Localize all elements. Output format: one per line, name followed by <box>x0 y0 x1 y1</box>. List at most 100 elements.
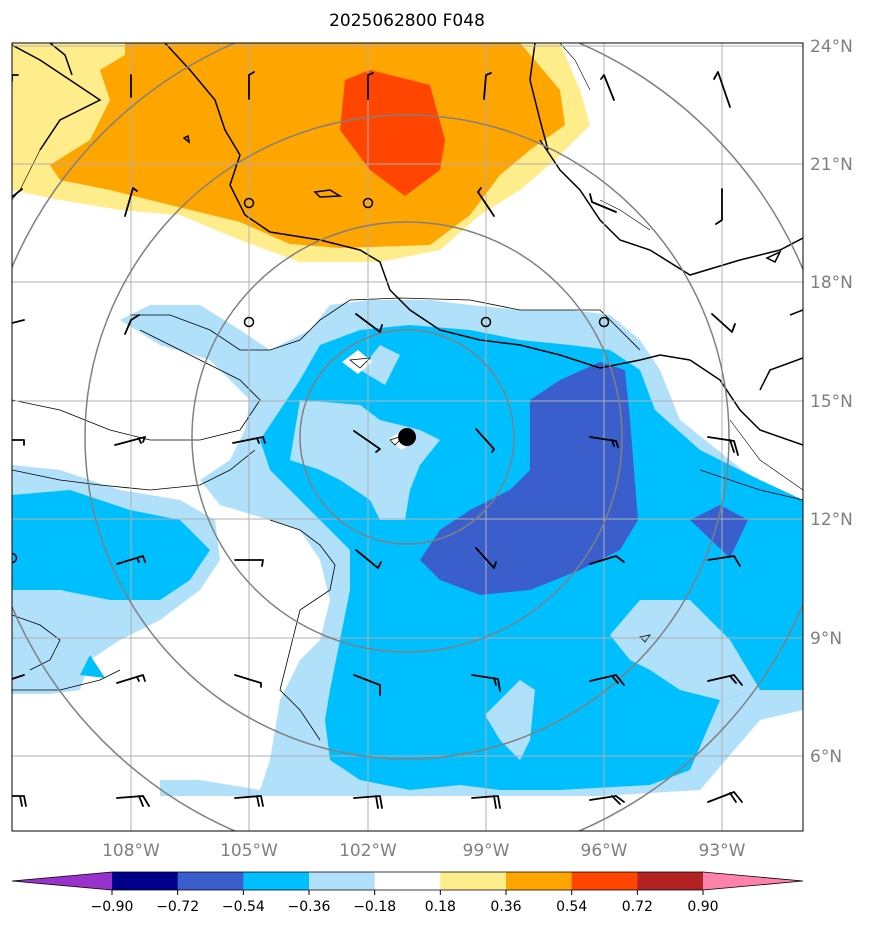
colorbar-ticks <box>111 890 704 895</box>
colorbar-segment <box>309 872 376 890</box>
colorbar-segment <box>177 872 244 890</box>
lat-label: 9°N <box>810 629 842 649</box>
colorbar-tick-label: −0.90 <box>91 899 134 915</box>
wind-barb <box>114 436 146 446</box>
contour-fill-royal-blue-east <box>690 505 748 558</box>
wind-barb <box>475 547 497 569</box>
lon-label: 105°W <box>220 841 278 861</box>
map-frame <box>11 42 804 832</box>
lat-label: 24°N <box>810 37 853 57</box>
wind-barb <box>248 71 255 100</box>
colorbar-tick-label: 0.72 <box>622 899 653 915</box>
colorbar-segment <box>243 872 310 890</box>
colorbar-segment <box>374 872 441 890</box>
wind-barb <box>12 319 25 324</box>
wind-barb <box>715 188 723 225</box>
lat-label: 6°N <box>810 747 842 767</box>
wind-barb <box>12 188 23 198</box>
range-rings <box>12 43 803 831</box>
wind-barb <box>12 674 25 680</box>
wind-barb <box>12 795 27 807</box>
wind-barb <box>589 555 625 565</box>
wind-barb <box>116 795 150 807</box>
colorbar-tick-label: −0.54 <box>222 899 265 915</box>
calm-wind-markers <box>12 197 610 564</box>
wind-barb <box>355 549 382 569</box>
lat-label: 12°N <box>810 510 853 530</box>
wind-barb <box>234 559 264 567</box>
wind-barb <box>116 555 146 565</box>
storm-center-dot-icon <box>398 428 416 446</box>
latitude-labels: 24°N 21°N 18°N 15°N 12°N 9°N 6°N <box>810 37 853 767</box>
colorbar-segment <box>571 872 638 890</box>
wind-barb <box>116 674 146 684</box>
wind-barbs <box>12 71 743 809</box>
colorbar-labels: −0.90 −0.72 −0.54 −0.36 −0.18 0.18 0.36 0.54 0.7… <box>91 899 719 915</box>
wind-barb <box>353 795 383 809</box>
wind-barb <box>707 791 743 803</box>
wind-barb <box>353 430 381 453</box>
colorbar-extend-min <box>12 872 112 890</box>
wind-barb <box>477 187 495 217</box>
colorbar-tick-label: −0.72 <box>156 899 199 915</box>
wind-barb <box>234 674 262 688</box>
colorbar-segment <box>112 872 179 890</box>
lat-label: 15°N <box>810 392 853 412</box>
wind-barb <box>589 795 625 805</box>
contour-fill-light-blue-south <box>485 680 535 760</box>
wind-barb <box>707 674 743 686</box>
wind-barb <box>355 313 383 333</box>
contour-fill-sky-blue-west <box>12 490 210 600</box>
wind-barb <box>707 436 739 456</box>
wind-barb <box>713 71 731 108</box>
map-title: 2025062800 F048 <box>329 11 485 31</box>
wind-barb <box>234 795 264 807</box>
wind-barb <box>12 439 25 446</box>
wind-barb <box>589 436 619 448</box>
colorbar-segments <box>11 871 804 891</box>
colorbar-tick-label: −0.18 <box>353 899 396 915</box>
lon-label: 102°W <box>339 841 397 861</box>
wind-barb <box>232 436 266 444</box>
colorbar-tick-label: 0.90 <box>687 899 718 915</box>
coastlines <box>12 43 803 446</box>
wind-barb <box>367 72 374 100</box>
wind-barb <box>471 674 501 692</box>
wind-barb <box>12 74 19 82</box>
colorbar-segment <box>506 872 573 890</box>
colorbar-segment <box>637 872 704 890</box>
wind-barb <box>711 313 736 333</box>
colorbar-tick-label: 0.18 <box>425 899 456 915</box>
contour-fill-sky-blue-patch <box>80 655 105 678</box>
colorbar-extend-max <box>703 872 803 890</box>
contour-lines <box>12 297 803 741</box>
wind-barb <box>707 555 741 567</box>
wind-barb <box>475 428 495 453</box>
contour-fill-light-blue-inner <box>360 345 400 385</box>
wind-barb <box>353 674 381 696</box>
map-area <box>12 43 803 831</box>
lon-label: 108°W <box>102 841 160 861</box>
wind-barb <box>471 795 501 809</box>
contour-fill-orange <box>50 43 565 248</box>
lon-label: 93°W <box>699 841 746 861</box>
lon-label: 96°W <box>581 841 628 861</box>
gridlines <box>12 43 803 831</box>
contour-fill-white-islet-2 <box>342 350 372 374</box>
wind-barb <box>483 72 492 100</box>
lon-label: 99°W <box>463 841 510 861</box>
lat-label: 21°N <box>810 155 853 175</box>
lat-label: 18°N <box>810 273 853 293</box>
colorbar: −0.90 −0.72 −0.54 −0.36 −0.18 0.18 0.36 0.54 0.7… <box>11 871 804 915</box>
contour-fill-royal-blue <box>420 362 638 595</box>
colorbar-tick-label: 0.36 <box>490 899 521 915</box>
wind-barb <box>589 674 625 686</box>
wind-barb <box>600 74 615 101</box>
colorbar-segment <box>440 872 507 890</box>
wind-barb <box>124 187 138 217</box>
longitude-labels: 108°W 105°W 102°W 99°W 96°W 93°W <box>102 841 746 861</box>
colorbar-tick-label: −0.36 <box>288 899 331 915</box>
colorbar-tick-label: 0.54 <box>556 899 587 915</box>
wind-barb <box>589 193 617 213</box>
